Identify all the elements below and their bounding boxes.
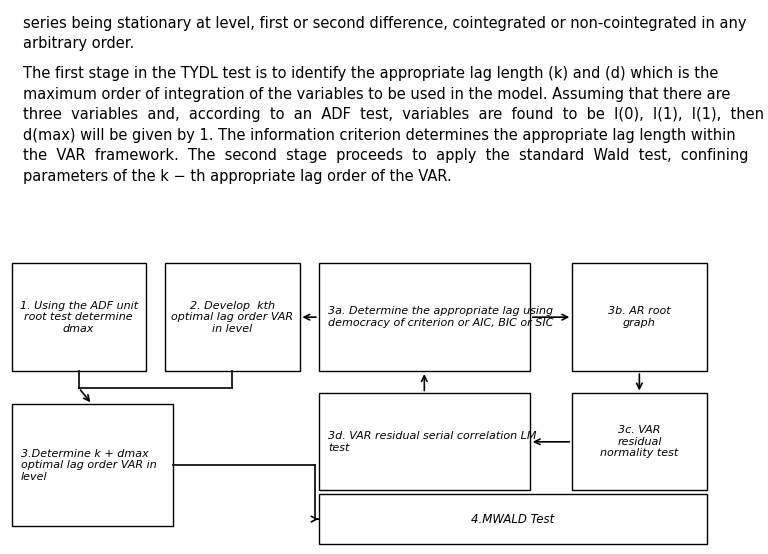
Text: the  VAR  framework.  The  second  stage  proceeds  to  apply  the  standard  Wa: the VAR framework. The second stage proc… bbox=[23, 148, 749, 163]
FancyBboxPatch shape bbox=[12, 404, 173, 526]
Text: 4.MWALD Test: 4.MWALD Test bbox=[471, 512, 554, 526]
FancyBboxPatch shape bbox=[572, 393, 707, 490]
Text: maximum order of integration of the variables to be used in the model. Assuming : maximum order of integration of the vari… bbox=[23, 87, 730, 102]
Text: 2. Develop  kth
optimal lag order VAR
in level: 2. Develop kth optimal lag order VAR in … bbox=[171, 301, 293, 334]
Text: The first stage in the TYDL test is to identify the appropriate lag length (k) a: The first stage in the TYDL test is to i… bbox=[23, 66, 718, 81]
Text: 3a. Determine the appropriate lag using
democracy of criterion or AIC, BIC or SI: 3a. Determine the appropriate lag using … bbox=[328, 306, 553, 328]
Text: 3b. AR root
graph: 3b. AR root graph bbox=[608, 306, 670, 328]
Text: 3.Determine k + dmax
optimal lag order VAR in
level: 3.Determine k + dmax optimal lag order V… bbox=[21, 449, 157, 482]
FancyBboxPatch shape bbox=[319, 494, 707, 544]
Text: series being stationary at level, first or second difference, cointegrated or no: series being stationary at level, first … bbox=[23, 16, 746, 30]
Text: three  variables  and,  according  to  an  ADF  test,  variables  are  found  to: three variables and, according to an ADF… bbox=[23, 107, 764, 122]
Text: parameters of the k − th appropriate lag order of the VAR.: parameters of the k − th appropriate lag… bbox=[23, 169, 452, 184]
FancyBboxPatch shape bbox=[165, 263, 300, 371]
Text: 1. Using the ADF unit
root test determine
dmax: 1. Using the ADF unit root test determin… bbox=[20, 301, 137, 334]
Text: 3c. VAR
residual
normality test: 3c. VAR residual normality test bbox=[601, 425, 678, 458]
FancyBboxPatch shape bbox=[319, 393, 530, 490]
Text: d(max) will be given by 1. The information criterion determines the appropriate : d(max) will be given by 1. The informati… bbox=[23, 128, 736, 143]
FancyBboxPatch shape bbox=[572, 263, 707, 371]
FancyBboxPatch shape bbox=[319, 263, 530, 371]
FancyBboxPatch shape bbox=[12, 263, 146, 371]
Text: 3d. VAR residual serial correlation LM
test: 3d. VAR residual serial correlation LM t… bbox=[328, 431, 536, 453]
Text: arbitrary order.: arbitrary order. bbox=[23, 36, 134, 51]
